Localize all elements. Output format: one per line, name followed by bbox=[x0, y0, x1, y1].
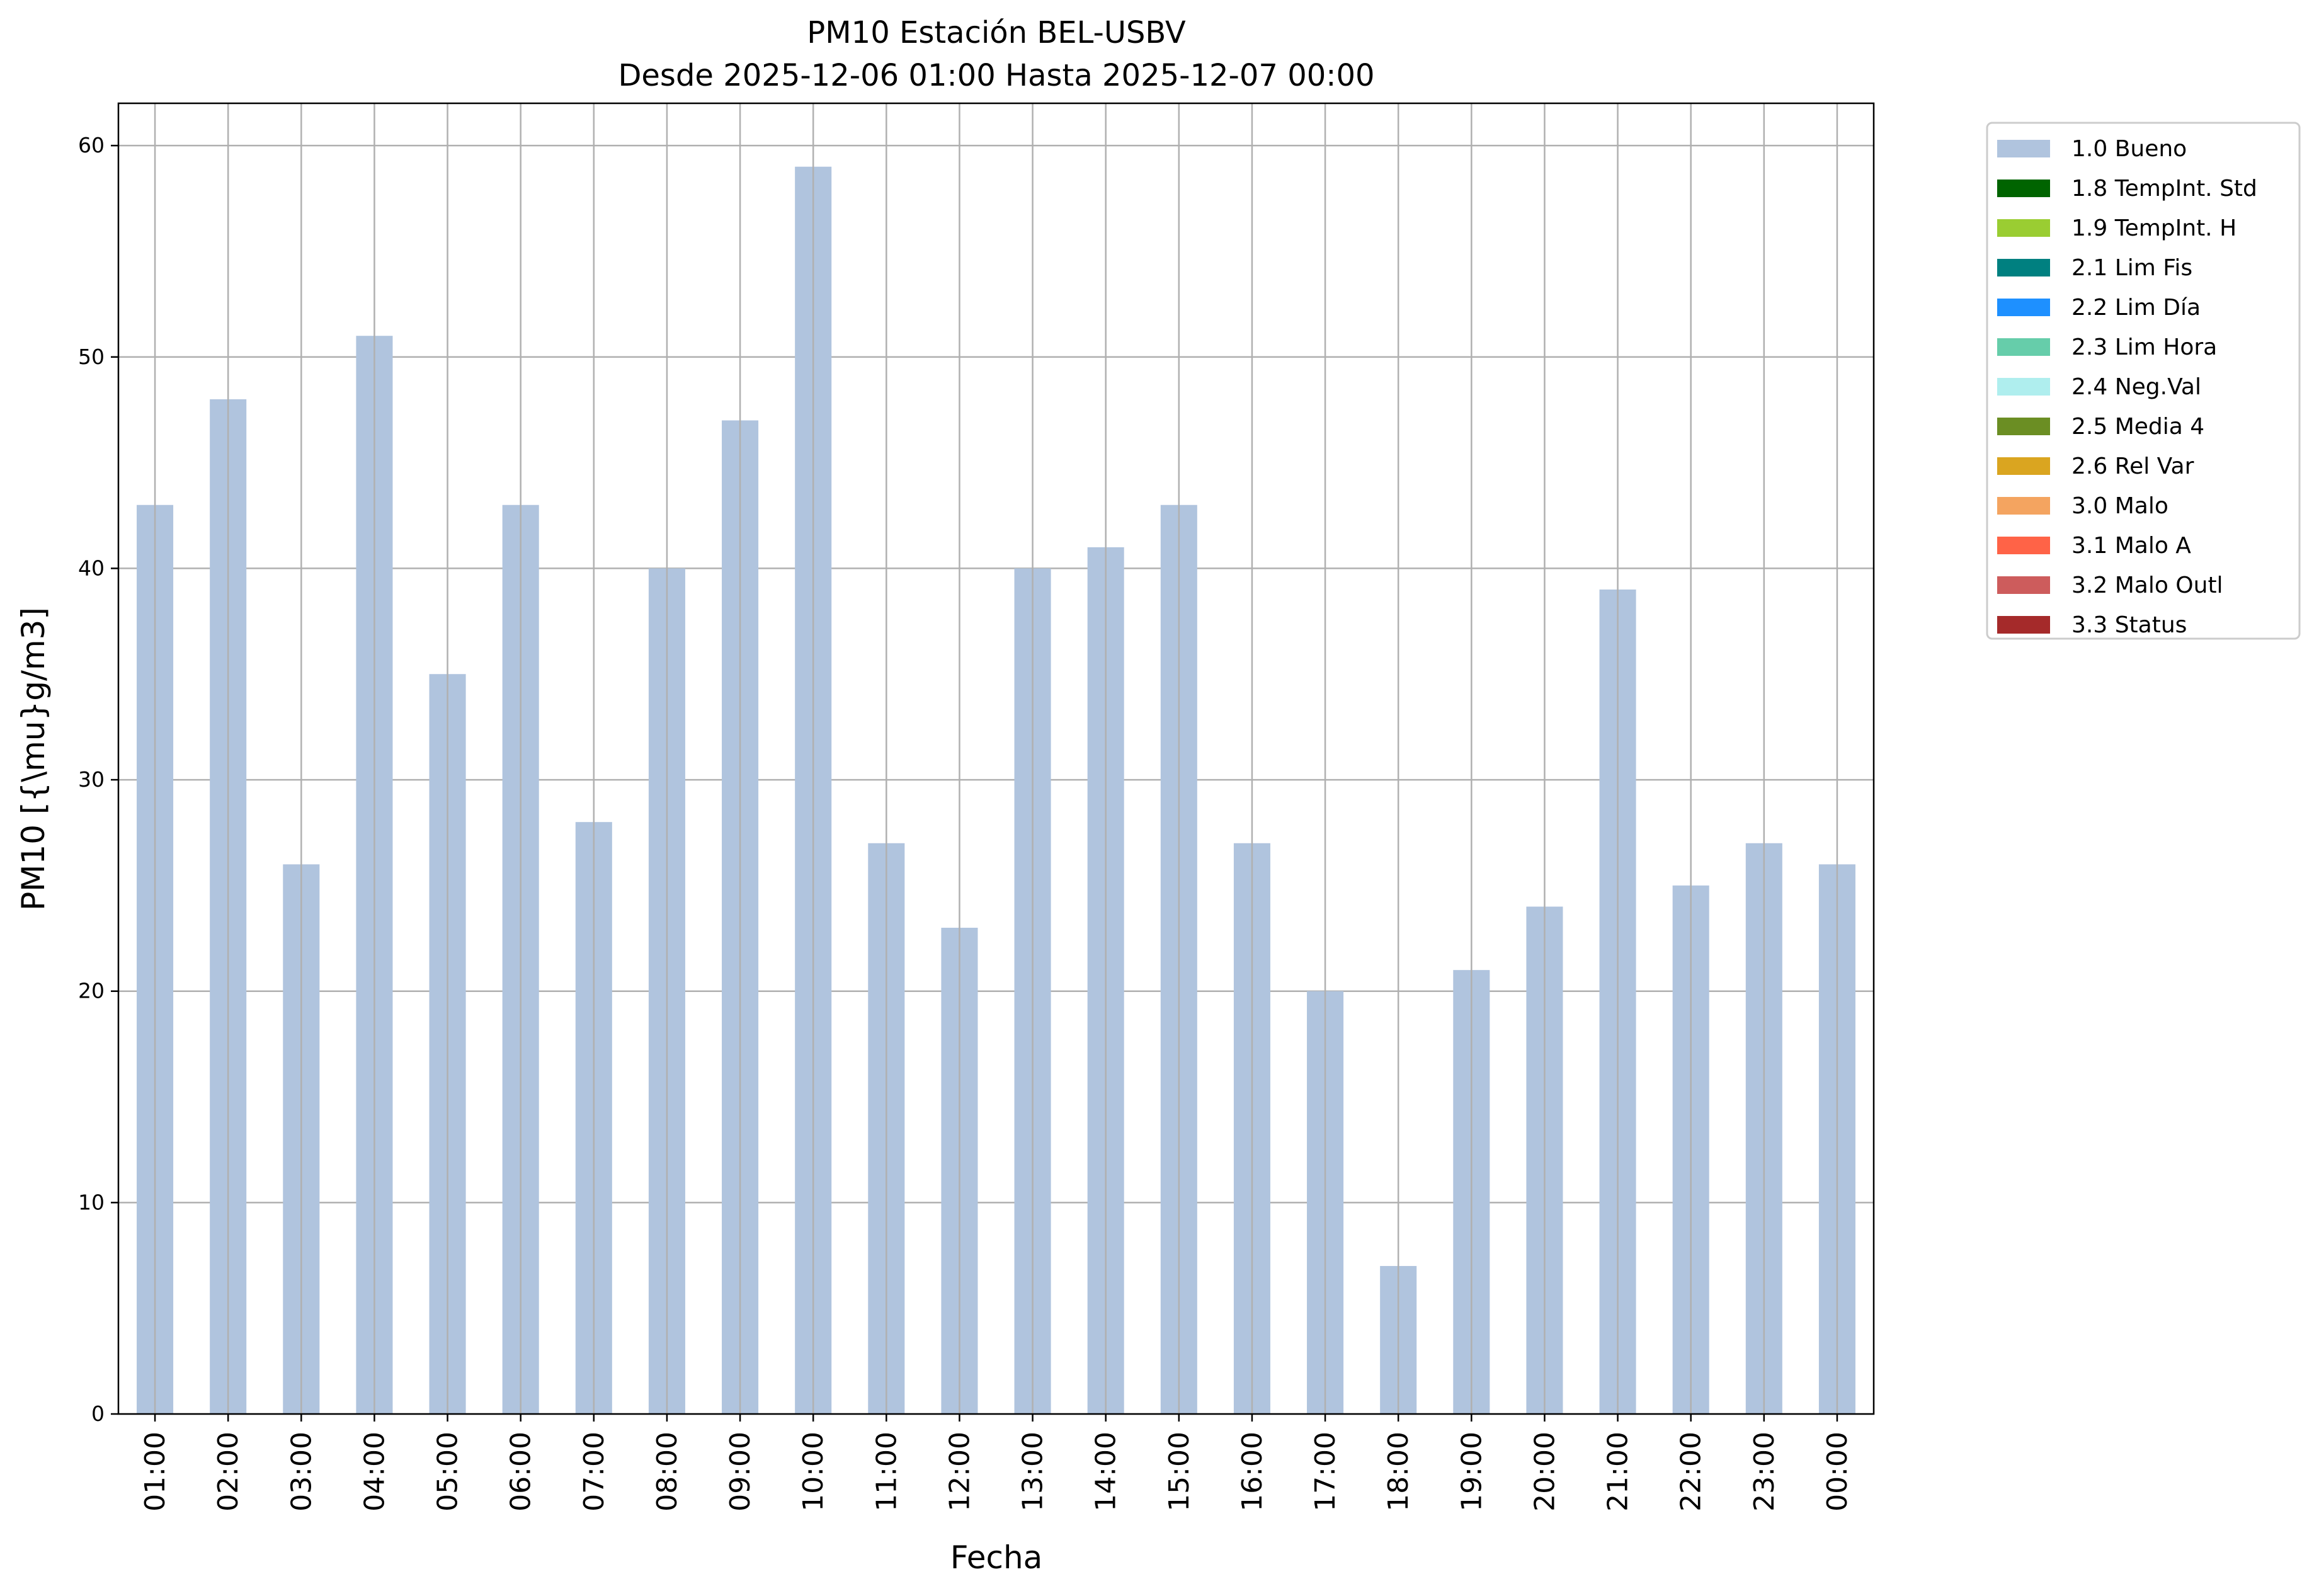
x-tick-label: 04:00 bbox=[358, 1432, 390, 1512]
legend-label: 1.8 TempInt. Std bbox=[2071, 176, 2257, 202]
x-axis-label: Fecha bbox=[950, 1539, 1043, 1576]
y-tick-label: 60 bbox=[78, 133, 105, 157]
legend-swatch bbox=[1997, 576, 2050, 594]
legend-label: 3.1 Malo A bbox=[2071, 533, 2191, 559]
legend-label: 1.9 TempInt. H bbox=[2071, 215, 2236, 241]
legend-swatch bbox=[1997, 457, 2050, 475]
chart-title: PM10 Estación BEL-USBV bbox=[807, 15, 1186, 50]
legend-label: 2.4 Neg.Val bbox=[2071, 374, 2201, 400]
x-tick-label: 10:00 bbox=[797, 1432, 829, 1512]
x-tick-label: 14:00 bbox=[1090, 1432, 1122, 1512]
x-tick-label: 09:00 bbox=[724, 1432, 756, 1512]
y-tick-label: 20 bbox=[78, 979, 105, 1003]
x-tick-label: 07:00 bbox=[578, 1432, 610, 1512]
y-axis-label: PM10 [{\mu}g/m3] bbox=[15, 607, 52, 911]
legend-swatch bbox=[1997, 259, 2050, 276]
legend-swatch bbox=[1997, 537, 2050, 554]
y-axis-ticks: 0 10 20 30 40 50 60 bbox=[78, 133, 118, 1426]
y-tick-label: 0 bbox=[91, 1401, 105, 1426]
x-tick-label: 13:00 bbox=[1017, 1432, 1049, 1512]
x-tick-label: 06:00 bbox=[505, 1432, 537, 1512]
legend-swatch bbox=[1997, 299, 2050, 316]
x-tick-label: 23:00 bbox=[1748, 1432, 1781, 1512]
x-tick-label: 15:00 bbox=[1163, 1432, 1195, 1512]
chart-subtitle: Desde 2025-12-06 01:00 Hasta 2025-12-07 … bbox=[618, 58, 1374, 93]
x-tick-label: 20:00 bbox=[1529, 1432, 1561, 1512]
legend-swatch bbox=[1997, 219, 2050, 237]
legend-label: 2.5 Media 4 bbox=[2071, 414, 2204, 440]
grid-vertical bbox=[154, 103, 1838, 1414]
legend-swatch bbox=[1997, 418, 2050, 435]
legend-label: 2.1 Lim Fis bbox=[2071, 255, 2192, 281]
legend-swatch bbox=[1997, 180, 2050, 197]
x-tick-label: 18:00 bbox=[1382, 1432, 1415, 1512]
legend-label: 1.0 Bueno bbox=[2071, 136, 2187, 162]
x-axis-ticks: 01:00 02:00 03:00 04:00 05:00 06:00 07:00 08:00… bbox=[139, 1414, 1854, 1512]
y-tick-label: 50 bbox=[78, 345, 105, 369]
legend-label: 2.2 Lim Día bbox=[2071, 295, 2201, 321]
legend-swatch bbox=[1997, 616, 2050, 634]
legend-label: 3.2 Malo Outl bbox=[2071, 573, 2223, 598]
x-tick-label: 05:00 bbox=[432, 1432, 464, 1512]
legend: 1.0 Bueno 1.8 TempInt. Std 1.9 TempInt. H 2… bbox=[1986, 122, 2301, 640]
grid bbox=[118, 144, 1874, 1415]
bars bbox=[137, 166, 1855, 1414]
y-tick-label: 40 bbox=[78, 556, 105, 580]
x-tick-label: 03:00 bbox=[285, 1432, 317, 1512]
legend-swatch bbox=[1997, 338, 2050, 356]
legend-label: 2.6 Rel Var bbox=[2071, 453, 2194, 479]
y-tick-label: 10 bbox=[78, 1190, 105, 1214]
x-tick-label: 16:00 bbox=[1236, 1432, 1268, 1512]
legend-swatch bbox=[1997, 378, 2050, 396]
legend-swatch bbox=[1997, 497, 2050, 515]
legend-label: 2.3 Lim Hora bbox=[2071, 334, 2217, 360]
legend-swatch bbox=[1997, 140, 2050, 157]
legend-label: 3.3 Status bbox=[2071, 612, 2187, 638]
x-tick-label: 00:00 bbox=[1821, 1432, 1854, 1512]
x-tick-label: 19:00 bbox=[1456, 1432, 1488, 1512]
legend-label: 3.0 Malo bbox=[2071, 493, 2168, 519]
plot-frame bbox=[117, 102, 1875, 1415]
legend-frame bbox=[1986, 122, 2301, 640]
x-tick-label: 17:00 bbox=[1309, 1432, 1342, 1512]
x-tick-label: 21:00 bbox=[1602, 1432, 1634, 1512]
x-tick-label: 01:00 bbox=[139, 1432, 171, 1512]
x-tick-label: 12:00 bbox=[943, 1432, 976, 1512]
y-tick-label: 30 bbox=[78, 767, 105, 792]
x-tick-label: 08:00 bbox=[651, 1432, 683, 1512]
x-tick-label: 22:00 bbox=[1675, 1432, 1707, 1512]
x-tick-label: 02:00 bbox=[212, 1432, 244, 1512]
x-tick-label: 11:00 bbox=[870, 1432, 903, 1512]
